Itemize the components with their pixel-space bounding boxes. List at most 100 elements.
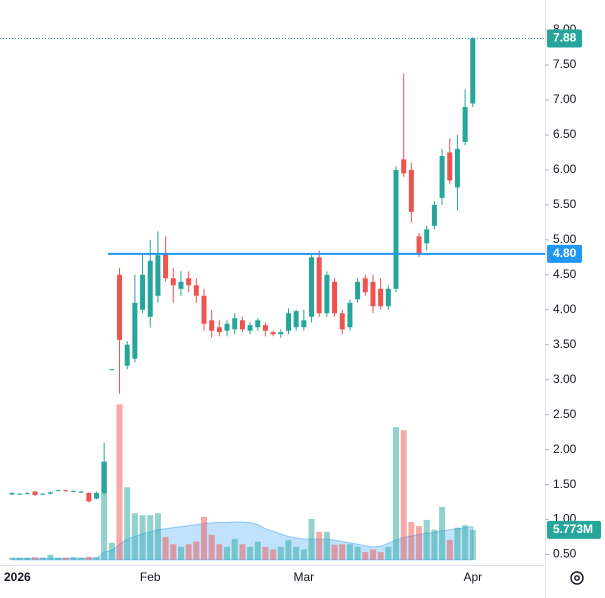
candle-body [454, 148, 460, 188]
candle-body [439, 155, 445, 198]
volume-bar [185, 544, 192, 560]
candle-body [309, 257, 315, 317]
volume-bar [124, 487, 131, 560]
candle-body [24, 492, 30, 494]
volume-bar [78, 557, 85, 560]
y-tick-label: 3.50 [553, 337, 577, 351]
volume-bar [316, 531, 323, 560]
candle-body [63, 490, 69, 492]
candle-body [255, 320, 261, 328]
x-tick-label: Feb [140, 570, 161, 584]
gear-inner[interactable] [574, 575, 580, 581]
volume-bar [439, 506, 446, 560]
volume-bar [431, 529, 438, 560]
volume-bar [16, 557, 23, 560]
y-tick-label: 3.00 [553, 372, 577, 386]
candle-body [339, 313, 345, 330]
candle-body [163, 253, 169, 279]
volume-bar [216, 544, 223, 560]
candle-body [140, 274, 146, 310]
candle-body [401, 159, 407, 174]
volume-bar [323, 531, 330, 560]
candle-body [209, 320, 215, 331]
volume-bar [454, 527, 461, 560]
volume-bar [170, 544, 177, 560]
volume-bar [354, 546, 361, 560]
candle-body [462, 106, 468, 142]
y-tick-label: 4.00 [553, 302, 577, 316]
candle-body [316, 257, 322, 314]
last-price-label: 7.88 [553, 31, 577, 45]
settings-icon[interactable] [570, 571, 584, 585]
plot-area [0, 37, 545, 561]
candle-body [132, 302, 138, 359]
volume-bar [101, 461, 108, 560]
candle-body [385, 288, 391, 307]
y-tick-label: 7.50 [553, 57, 577, 71]
candle-body [262, 325, 268, 331]
volume-bar [339, 544, 346, 560]
volume-bar [85, 556, 92, 560]
volume-bar [177, 546, 184, 560]
candle-body [270, 332, 276, 335]
volume-bar [239, 544, 246, 560]
y-tick-label: 0.50 [553, 547, 577, 561]
volume-label-box [547, 520, 601, 539]
x-tick-label: 2026 [4, 570, 31, 584]
volume-bar [369, 549, 376, 560]
volume-label: 5.773M [553, 522, 593, 536]
candle-body [424, 229, 430, 244]
hline-label: 4.80 [553, 246, 577, 260]
candle-body [155, 255, 161, 296]
volume-bar [154, 513, 161, 560]
volume-bar [469, 529, 476, 560]
volume-bar [116, 404, 123, 560]
volume-bar [139, 515, 146, 560]
candle-body [170, 278, 176, 286]
candle-body [201, 295, 207, 324]
hline-label-box [547, 244, 582, 263]
volume-bar [47, 554, 54, 560]
volume-bar [262, 546, 269, 560]
candle-body [55, 490, 61, 492]
candle-body [324, 274, 330, 314]
volume-bar [39, 557, 46, 560]
candle-body [239, 320, 245, 330]
x-tick-label: Apr [463, 570, 482, 584]
candle-body [224, 323, 230, 331]
candle-body [117, 274, 123, 340]
volume-bar [285, 540, 292, 560]
volume-bar [277, 546, 284, 560]
candle-body [47, 492, 53, 494]
candle-body [178, 281, 184, 289]
candle-body [32, 491, 38, 496]
volume-bar [93, 557, 100, 560]
volume-bar [208, 534, 215, 560]
volume-bar [231, 539, 238, 560]
candle-body [247, 325, 253, 331]
candle-body [285, 313, 291, 331]
volume-bar [331, 544, 338, 560]
candle-body [301, 320, 307, 328]
candle-body [355, 281, 361, 300]
gear-outer[interactable] [570, 571, 584, 585]
volume-bar [308, 518, 315, 560]
candle-body [293, 311, 299, 328]
last-price-box [547, 29, 582, 48]
candle-body [347, 302, 353, 328]
volume-bar [377, 552, 384, 560]
candle-body [101, 462, 107, 493]
y-tick-label: 1.50 [553, 477, 577, 491]
volume-bar [70, 557, 77, 560]
volume-bar [300, 549, 307, 560]
candle-body [40, 493, 46, 495]
y-tick-label: 4.50 [553, 267, 577, 281]
candle-body [416, 236, 422, 254]
candle-body [124, 344, 130, 366]
volume-bar [400, 430, 407, 560]
candle-body [147, 260, 153, 317]
y-tick-label: 2.00 [553, 442, 577, 456]
y-tick-label: 6.00 [553, 162, 577, 176]
